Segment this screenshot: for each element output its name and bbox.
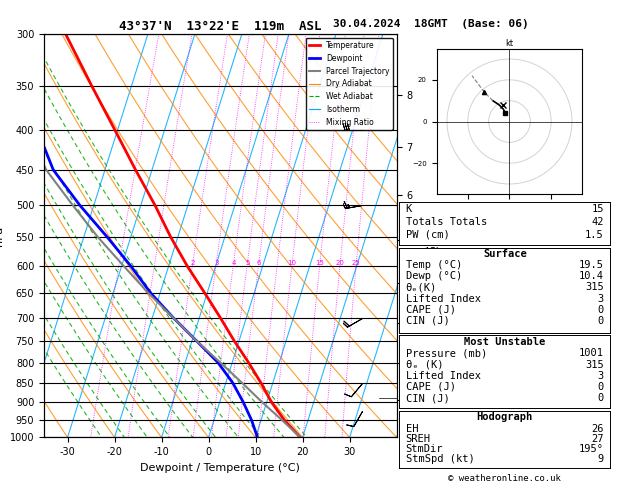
Text: 3: 3	[598, 294, 604, 304]
Text: 25: 25	[352, 260, 360, 266]
Text: 3: 3	[214, 260, 218, 266]
Text: 0: 0	[598, 305, 604, 315]
Title: kt: kt	[506, 39, 513, 48]
Text: Hodograph: Hodograph	[477, 412, 533, 422]
Text: CAPE (J): CAPE (J)	[406, 305, 455, 315]
Text: Lifted Index: Lifted Index	[406, 371, 481, 381]
Text: Surface: Surface	[483, 249, 526, 260]
Text: © weatheronline.co.uk: © weatheronline.co.uk	[448, 474, 561, 483]
Text: Dewp (°C): Dewp (°C)	[406, 271, 462, 281]
Text: 15: 15	[591, 204, 604, 214]
X-axis label: Dewpoint / Temperature (°C): Dewpoint / Temperature (°C)	[140, 463, 300, 473]
Text: 26: 26	[591, 424, 604, 434]
Text: 4: 4	[231, 260, 236, 266]
Text: 15: 15	[315, 260, 325, 266]
Text: 10.4: 10.4	[579, 271, 604, 281]
Text: 0: 0	[598, 393, 604, 403]
Text: EH: EH	[406, 424, 418, 434]
Text: 0: 0	[598, 316, 604, 326]
Text: LCL: LCL	[415, 394, 430, 403]
Text: 1.5: 1.5	[585, 230, 604, 240]
Text: θₑ(K): θₑ(K)	[406, 282, 437, 293]
Text: Lifted Index: Lifted Index	[406, 294, 481, 304]
Text: 5: 5	[245, 260, 250, 266]
Text: 0: 0	[598, 382, 604, 392]
Text: Pressure (mb): Pressure (mb)	[406, 348, 487, 359]
Text: Most Unstable: Most Unstable	[464, 337, 545, 347]
Text: 1001: 1001	[579, 348, 604, 359]
Text: StmSpd (kt): StmSpd (kt)	[406, 454, 474, 465]
Text: 195°: 195°	[579, 444, 604, 454]
Text: 10: 10	[287, 260, 297, 266]
Text: 6: 6	[257, 260, 261, 266]
Text: 30.04.2024  18GMT  (Base: 06): 30.04.2024 18GMT (Base: 06)	[333, 19, 529, 30]
Text: PW (cm): PW (cm)	[406, 230, 450, 240]
Text: Totals Totals: Totals Totals	[406, 217, 487, 227]
Text: 9: 9	[598, 454, 604, 465]
Text: CIN (J): CIN (J)	[406, 393, 450, 403]
Y-axis label: hPa: hPa	[0, 226, 4, 246]
Text: Temp (°C): Temp (°C)	[406, 260, 462, 270]
Text: 3: 3	[598, 371, 604, 381]
Text: 19.5: 19.5	[579, 260, 604, 270]
Text: SREH: SREH	[406, 434, 431, 444]
Text: CAPE (J): CAPE (J)	[406, 382, 455, 392]
Text: 315: 315	[585, 282, 604, 293]
Text: 42: 42	[591, 217, 604, 227]
Text: 27: 27	[591, 434, 604, 444]
Text: θₑ (K): θₑ (K)	[406, 360, 443, 370]
Text: 2: 2	[191, 260, 195, 266]
Title: 43°37'N  13°22'E  119m  ASL: 43°37'N 13°22'E 119m ASL	[119, 20, 321, 33]
Text: CIN (J): CIN (J)	[406, 316, 450, 326]
Text: K: K	[406, 204, 412, 214]
Text: 315: 315	[585, 360, 604, 370]
Text: StmDir: StmDir	[406, 444, 443, 454]
Legend: Temperature, Dewpoint, Parcel Trajectory, Dry Adiabat, Wet Adiabat, Isotherm, Mi: Temperature, Dewpoint, Parcel Trajectory…	[306, 38, 392, 130]
Y-axis label: km
ASL: km ASL	[425, 236, 443, 257]
Text: 20: 20	[336, 260, 345, 266]
